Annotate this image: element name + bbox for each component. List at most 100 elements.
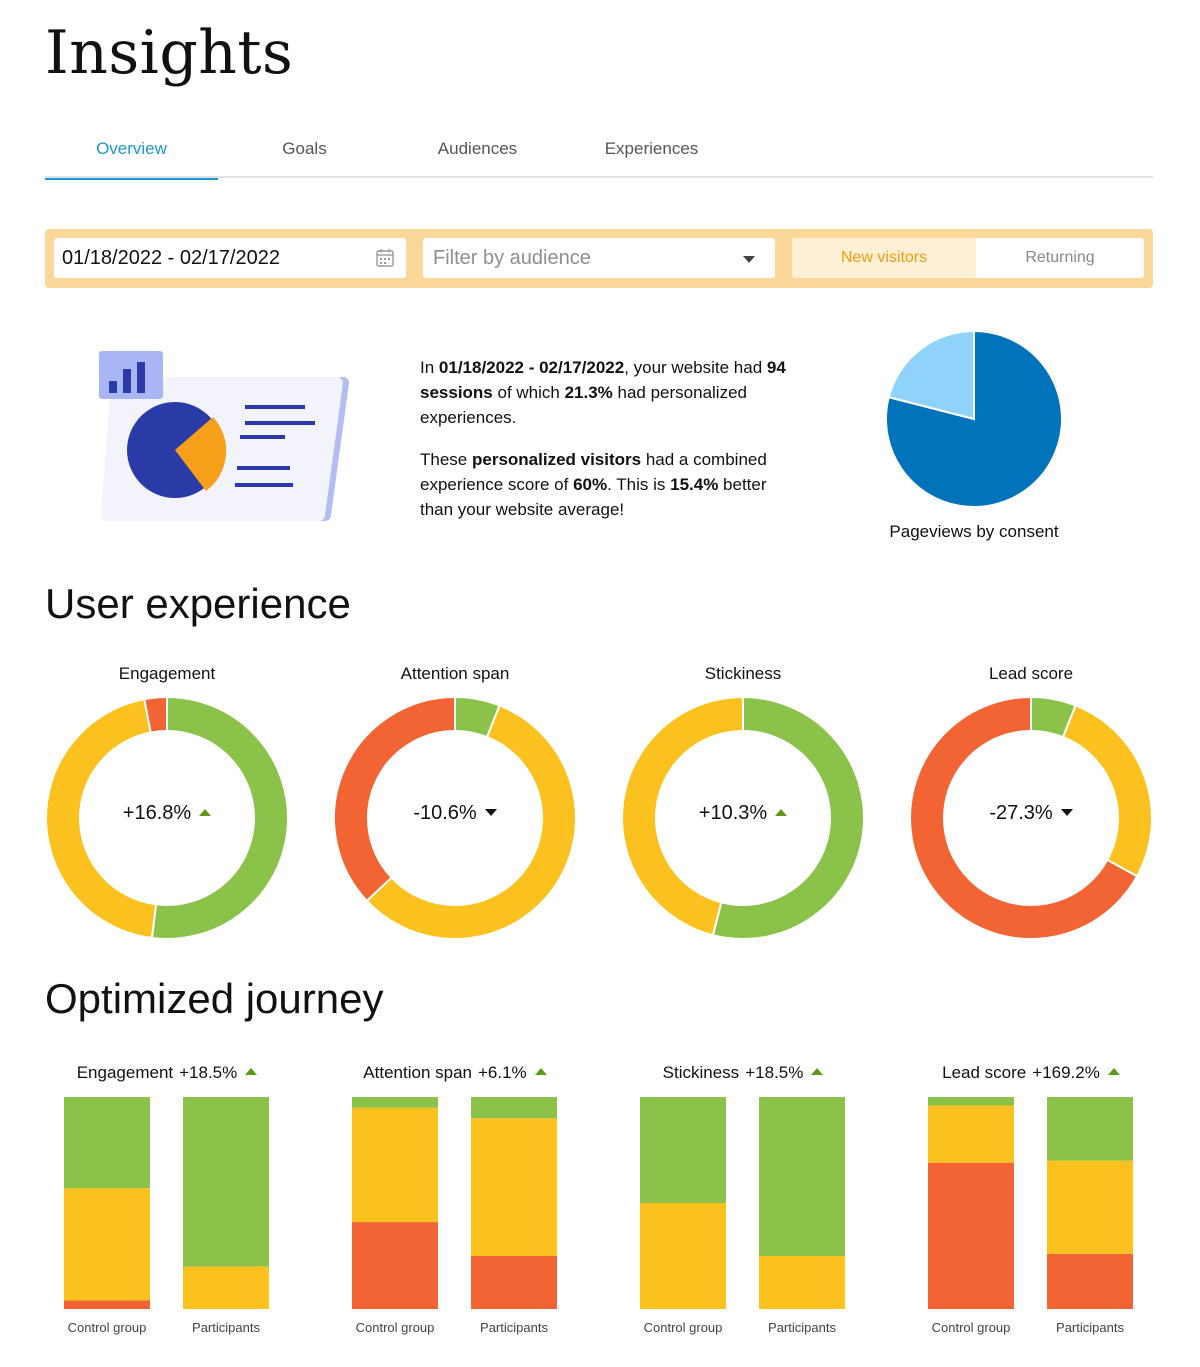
audience-filter-select[interactable]: Filter by audience [423, 238, 775, 278]
trend-down-icon [484, 809, 497, 816]
engagement-donut-chart [45, 696, 289, 940]
lead-score-stacked-bars [928, 1097, 1133, 1309]
chevron-down-icon [743, 256, 755, 263]
bar-segment-0-1 [352, 1107, 438, 1223]
trend-up-icon [245, 1068, 258, 1075]
bar-segment-0-2 [352, 1097, 438, 1108]
bar-segment-0-2 [64, 1097, 150, 1189]
returning-button[interactable]: Returning [1025, 249, 1095, 266]
calendar-icon[interactable] [376, 248, 394, 267]
bar-segment-0-2 [640, 1097, 726, 1203]
report-illustration [99, 351, 349, 521]
journey-title: Engagement +18.5% [42, 1063, 292, 1083]
bar-segment-1-2 [1047, 1097, 1133, 1161]
bar-segment-0-0 [352, 1222, 438, 1309]
donut-title: Lead score [988, 664, 1074, 683]
lead-score-donut: Lead score -27.3% [909, 664, 1153, 944]
consent-pie-slice-0 [885, 329, 1063, 508]
trend-up-icon [534, 1068, 547, 1075]
donut-title: Engagement [118, 664, 216, 683]
tab-experiences[interactable]: Experiences [604, 139, 699, 158]
tab-goals[interactable]: Goals [282, 139, 327, 158]
bar-caption: Participants [768, 1320, 836, 1335]
trend-up-icon [199, 809, 212, 816]
tab-overview[interactable]: Overview [45, 130, 218, 180]
summary-score: These personalized visitors had a combin… [420, 450, 767, 519]
journey-title: Stickiness +18.5% [618, 1063, 868, 1083]
attention-span-donut: Attention span -10.6% [333, 664, 577, 944]
stickiness-journey: Stickiness +18.5% Control group Participa… [618, 1060, 868, 1350]
bar-segment-0-0 [64, 1300, 150, 1309]
trend-up-icon [775, 809, 788, 816]
bar-segment-0-1 [640, 1203, 726, 1309]
consent-pie-chart [885, 329, 1063, 508]
donut-slice-1 [365, 704, 577, 940]
summary-text: In 01/18/2022 - 02/17/2022, your website… [420, 355, 800, 539]
attention-span-journey: Attention span +6.1% Control group Partic… [330, 1060, 580, 1350]
bar-segment-1-2 [183, 1097, 269, 1267]
optimized-journey-heading: Optimized journey [45, 975, 384, 1022]
bar-caption: Participants [192, 1320, 260, 1335]
donut-slice-0 [711, 696, 865, 940]
bar-segment-1-1 [1047, 1160, 1133, 1254]
bar-caption: Control group [643, 1320, 723, 1335]
stickiness-donut-chart [621, 696, 865, 940]
donut-title: Attention span [400, 664, 510, 683]
donut-slice-2 [909, 696, 1139, 940]
donut-center-value: +16.8% [45, 802, 289, 825]
journey-title: Lead score +169.2% [906, 1063, 1156, 1083]
attention-span-donut-chart [333, 696, 577, 940]
bar-segment-1-1 [759, 1256, 845, 1309]
engagement-stacked-bars [64, 1097, 269, 1309]
donut-slice-1 [1061, 704, 1153, 878]
tab-audiences[interactable]: Audiences [437, 139, 518, 158]
donut-center-value: +10.3% [621, 802, 865, 825]
bar-caption: Control group [931, 1320, 1011, 1335]
date-range-input[interactable]: 01/18/2022 - 02/17/2022 [54, 238, 406, 278]
stickiness-donut: Stickiness +10.3% [621, 664, 865, 944]
donut-center-value: -10.6% [333, 802, 577, 825]
donut-slice-1 [621, 696, 744, 937]
journey-title: Attention span +6.1% [330, 1063, 580, 1083]
lead-score-journey: Lead score +169.2% Control group Particip… [906, 1060, 1156, 1350]
engagement-journey: Engagement +18.5% Control group Participa… [42, 1060, 292, 1350]
audience-filter-placeholder: Filter by audience [433, 247, 591, 269]
bar-segment-0-0 [928, 1162, 1014, 1309]
visitor-type-toggle: New visitors Returning [792, 238, 1144, 278]
bar-segment-1-0 [471, 1256, 557, 1309]
donut-slice-0 [150, 696, 289, 940]
bar-caption: Participants [1056, 1320, 1124, 1335]
lead-score-donut-chart [909, 696, 1153, 940]
stickiness-stacked-bars [640, 1097, 845, 1309]
bar-caption: Participants [480, 1320, 548, 1335]
bar-segment-1-1 [471, 1118, 557, 1256]
consent-pie-slice-1 [887, 329, 975, 421]
consent-pie-caption: Pageviews by consent [889, 522, 1059, 541]
bar-segment-0-1 [928, 1105, 1014, 1163]
donut-slice-1 [45, 697, 158, 940]
bar-segment-1-1 [183, 1266, 269, 1309]
bar-segment-1-0 [1047, 1253, 1133, 1309]
attention-span-stacked-bars [352, 1097, 557, 1309]
new-visitors-button[interactable]: New visitors [792, 238, 976, 278]
bar-segment-1-2 [759, 1097, 845, 1256]
bar-caption: Control group [355, 1320, 435, 1335]
page-title: Insights [45, 18, 294, 88]
donut-title: Stickiness [704, 664, 782, 683]
donut-center-value: -27.3% [909, 802, 1153, 825]
donut-slice-2 [143, 696, 168, 734]
user-experience-heading: User experience [45, 580, 351, 627]
trend-up-icon [1107, 1068, 1120, 1075]
tab-bar: Overview Goals Audiences Experiences [45, 130, 1153, 180]
bar-segment-0-1 [64, 1188, 150, 1301]
date-range-value: 01/18/2022 - 02/17/2022 [62, 247, 280, 269]
donut-slice-2 [333, 696, 456, 903]
bar-caption: Control group [67, 1320, 147, 1335]
engagement-donut: Engagement +16.8% [45, 664, 289, 944]
trend-up-icon [811, 1068, 824, 1075]
bar-segment-1-2 [471, 1097, 557, 1119]
trend-down-icon [1060, 809, 1073, 816]
summary-sessions: In 01/18/2022 - 02/17/2022, your website… [420, 358, 786, 427]
filter-bar: 01/18/2022 - 02/17/2022 Filter by audien… [45, 229, 1153, 288]
bar-segment-0-2 [928, 1097, 1014, 1106]
